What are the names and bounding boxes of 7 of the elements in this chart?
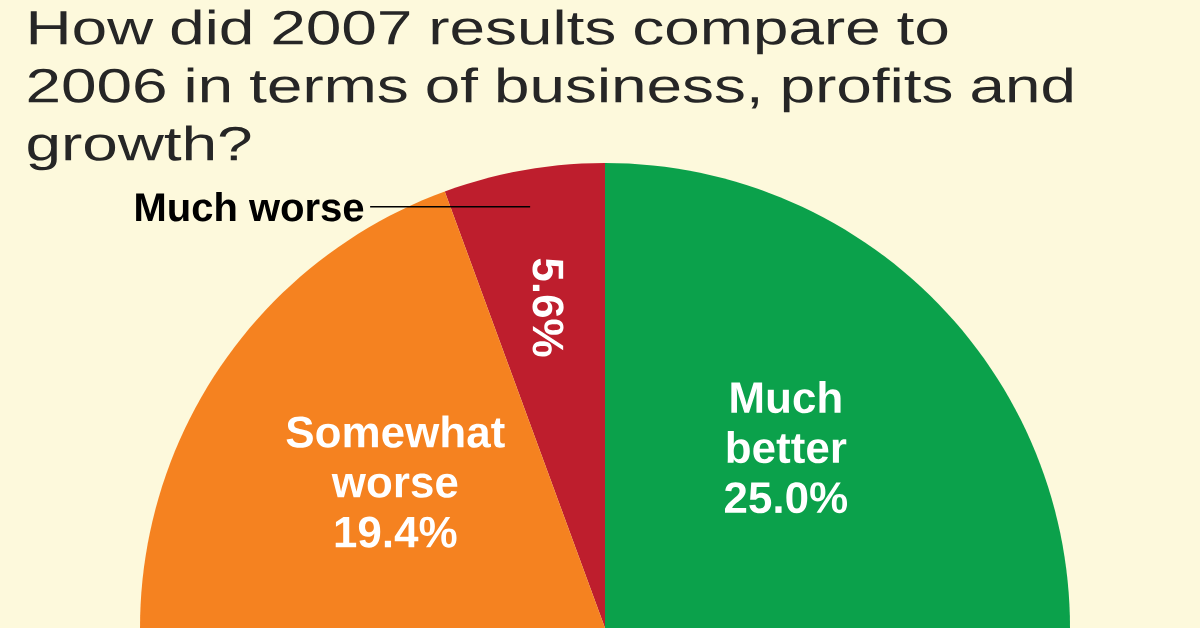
slice-label: Somewhat worse xyxy=(286,415,505,498)
data-label: 25.0% xyxy=(724,482,848,514)
data-label: 19.4% xyxy=(335,516,457,548)
chart-title: How did 2007 results compare to 2006 in terms of business, profits and growth? xyxy=(28,9,1072,171)
data-label: 5.6% xyxy=(532,258,564,357)
slice-label: Much worse xyxy=(136,192,364,222)
slice-label: Much better xyxy=(727,380,847,464)
